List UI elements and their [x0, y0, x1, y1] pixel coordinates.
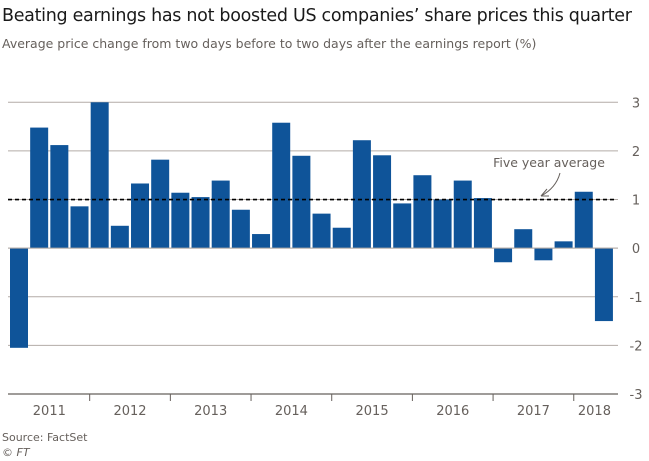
bar: [252, 234, 271, 249]
bar: [554, 241, 573, 249]
x-year-label: 2011: [33, 404, 66, 419]
bar: [312, 213, 331, 249]
y-tick-label: 2: [632, 145, 640, 160]
bar: [494, 248, 513, 263]
bar: [171, 192, 190, 249]
x-year-label: 2013: [194, 404, 227, 419]
x-year-label: 2016: [436, 404, 469, 419]
bar: [231, 209, 250, 249]
bar: [110, 225, 129, 249]
bar: [393, 203, 412, 249]
bar: [131, 183, 150, 249]
y-tick-label: 3: [632, 96, 640, 111]
y-tick-label: 1: [632, 194, 640, 209]
y-tick-label: -3: [630, 388, 643, 403]
bar: [534, 248, 553, 261]
bar: [413, 175, 432, 249]
y-tick-label: -1: [630, 291, 643, 306]
chart-subtitle: Average price change from two days befor…: [2, 36, 537, 51]
bar: [30, 127, 49, 249]
bar: [50, 145, 69, 249]
y-tick-label: -2: [630, 339, 643, 354]
arrowhead-icon: [540, 188, 549, 197]
x-year-label: 2018: [578, 404, 611, 419]
five-year-average-label: Five year average: [493, 155, 605, 170]
bar: [514, 229, 533, 249]
bar: [292, 155, 311, 249]
bar: [10, 248, 28, 348]
bar: [373, 155, 392, 249]
bar: [151, 159, 170, 249]
bar: [473, 198, 492, 249]
bar: [191, 197, 210, 249]
bar: [352, 140, 371, 249]
bar: [594, 248, 613, 322]
y-tick-label: 0: [632, 242, 640, 257]
x-year-label: 2014: [275, 404, 308, 419]
bar: [211, 180, 230, 249]
annotation-arrow: [540, 172, 561, 197]
bar: [332, 227, 351, 249]
bar: [574, 191, 593, 249]
copyright-credit: © FT: [2, 446, 30, 459]
bar: [453, 180, 472, 249]
source-note: Source: FactSet: [2, 431, 88, 444]
bar: [433, 199, 452, 249]
bar: [272, 122, 291, 249]
x-year-label: 2012: [113, 404, 146, 419]
x-year-label: 2015: [356, 404, 389, 419]
x-year-label: 2017: [517, 404, 550, 419]
bar: [70, 206, 89, 249]
bar: [90, 102, 109, 249]
chart-title: Beating earnings has not boosted US comp…: [2, 6, 632, 26]
